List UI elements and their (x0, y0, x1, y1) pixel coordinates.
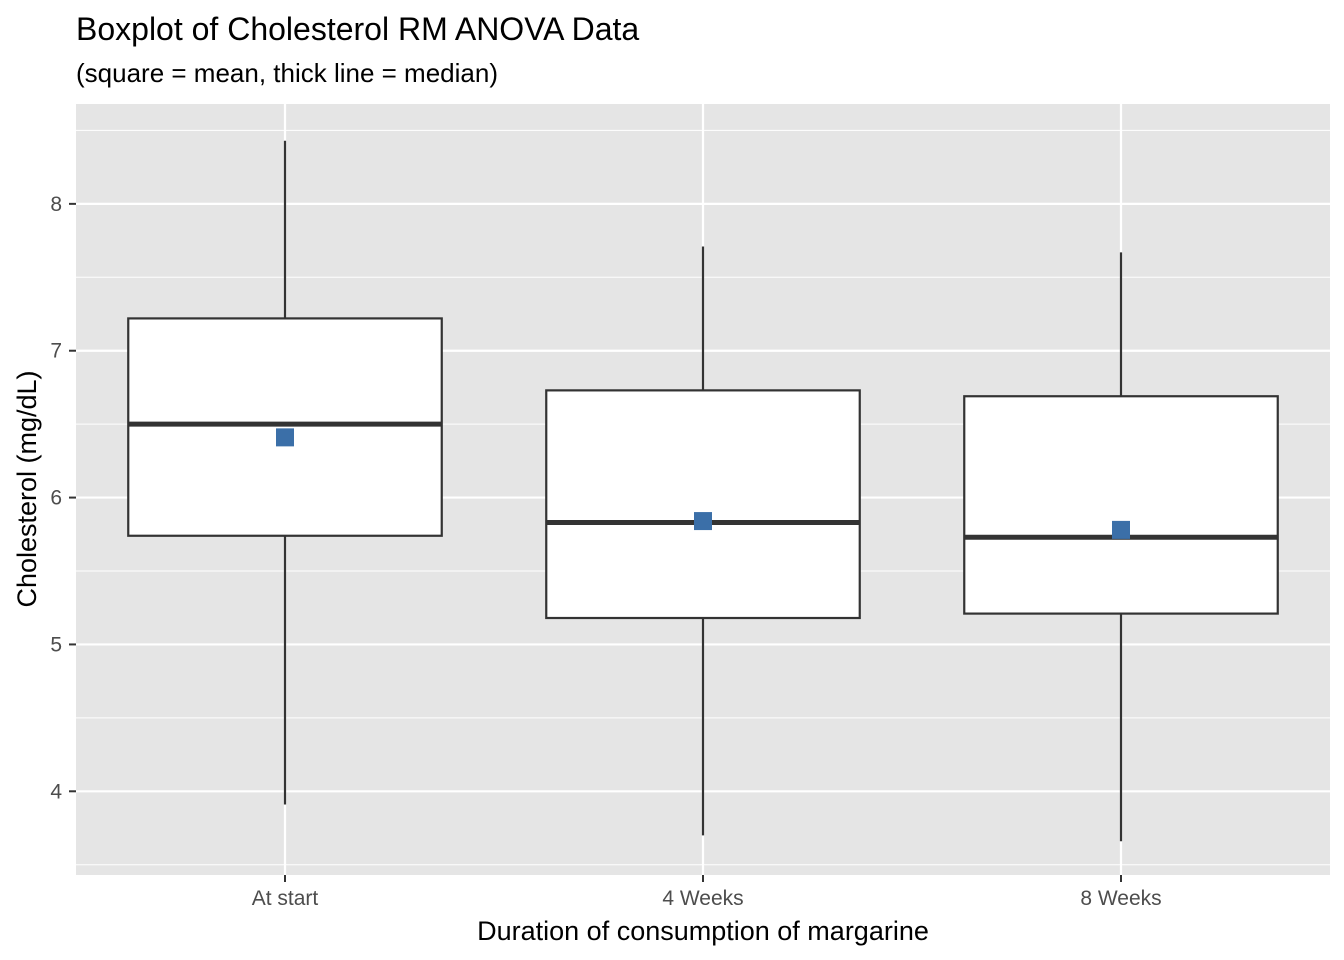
y-tick-label: 5 (50, 633, 62, 656)
x-tick-label: At start (252, 887, 319, 910)
x-tick-label: 4 Weeks (662, 887, 743, 910)
mean-marker (1112, 520, 1130, 539)
x-axis-title: Duration of consumption of margarine (477, 916, 929, 946)
y-tick-label: 4 (50, 780, 62, 803)
box (545, 389, 861, 620)
x-tick-label: 8 Weeks (1080, 887, 1161, 910)
y-axis-title: Cholesterol (mg/dL) (12, 370, 42, 607)
mean-marker (276, 428, 294, 447)
box (127, 317, 443, 537)
mean-marker (694, 512, 712, 531)
y-tick-label: 8 (50, 193, 62, 216)
box (963, 395, 1279, 615)
chart-subtitle: (square = mean, thick line = median) (76, 58, 498, 88)
y-tick-label: 7 (50, 340, 62, 363)
axes: 4 5 6 7 8 At start 4 Weeks 8 Weeks (50, 193, 1161, 910)
y-tick-label: 6 (50, 487, 62, 510)
box-layer (127, 140, 1279, 842)
chart-title: Boxplot of Cholesterol RM ANOVA Data (76, 11, 639, 47)
